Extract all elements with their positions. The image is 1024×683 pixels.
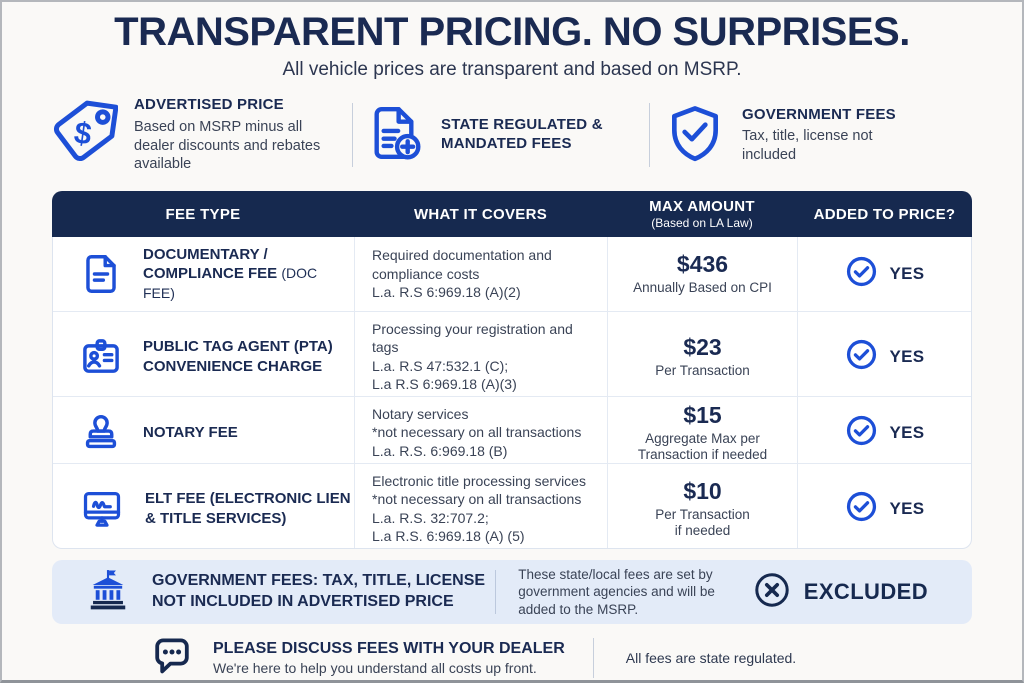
vertical-divider bbox=[495, 570, 497, 614]
vertical-divider bbox=[649, 103, 650, 167]
excluded-status: EXCLUDED bbox=[753, 571, 928, 614]
footer-row: PLEASE DISCUSS FEES WITH YOUR DEALER We'… bbox=[2, 632, 1022, 681]
max-amount-detail: Per Transaction bbox=[655, 363, 750, 379]
government-building-icon bbox=[84, 567, 132, 618]
table-row-doc-fee: DOCUMENTARY / COMPLIANCE FEE (DOC FEE) R… bbox=[53, 237, 971, 311]
chat-bubble-icon bbox=[148, 632, 196, 681]
covers-text: Notary services *not necessary on all tr… bbox=[372, 406, 582, 459]
highlight-title: GOVERNMENT FEES bbox=[742, 105, 896, 123]
stamp-icon bbox=[78, 410, 124, 456]
fee-type-label: ELT FEE (ELECTRONIC LIEN & TITLE SERVICE… bbox=[145, 490, 351, 527]
fee-type-label: DOCUMENTARY / COMPLIANCE FEE (DOC FEE) bbox=[143, 245, 318, 301]
column-header-added-to-price: ADDED TO PRICE? bbox=[813, 205, 956, 223]
added-to-price-value: YES bbox=[889, 422, 925, 442]
page-subtitle: All vehicle prices are transparent and b… bbox=[282, 59, 742, 80]
shield-check-icon bbox=[664, 100, 726, 171]
id-badge-icon bbox=[78, 334, 124, 380]
added-to-price-value: YES bbox=[889, 264, 925, 283]
fee-type-label: NOTARY FEE bbox=[143, 423, 238, 441]
highlight-state-fees: STATE REGULATED & MANDATED FEES bbox=[353, 100, 649, 171]
added-to-price-value: YES bbox=[889, 346, 925, 366]
monitor-signature-icon bbox=[78, 486, 126, 532]
covers-text: Processing your registration and tags L.… bbox=[372, 321, 573, 393]
highlight-description: Based on MSRP minus all dealer discounts… bbox=[134, 119, 321, 173]
column-header-what-it-covers: WHAT IT COVERS bbox=[413, 205, 548, 223]
footer-title: PLEASE DISCUSS FEES WITH YOUR DEALER bbox=[213, 640, 565, 657]
highlight-advertised-price: $ ADVERTISED PRICE Based on MSRP minus a… bbox=[48, 96, 352, 173]
vertical-divider bbox=[352, 103, 353, 167]
max-amount-value: $15 bbox=[683, 401, 722, 428]
column-header-fee-type: FEE TYPE bbox=[165, 205, 241, 223]
fee-type-note: (DOC FEE) bbox=[143, 265, 318, 301]
government-fees-banner: GOVERNMENT FEES: TAX, TITLE, LICENSE NOT… bbox=[52, 560, 972, 624]
highlights-row: $ ADVERTISED PRICE Based on MSRP minus a… bbox=[2, 91, 1022, 179]
table-row-notary-fee: NOTARY FEE Notary services *not necessar… bbox=[53, 396, 971, 469]
highlight-title: STATE REGULATED & MANDATED FEES bbox=[441, 116, 603, 152]
price-tag-dollar-icon: $ bbox=[48, 96, 119, 173]
check-circle-icon bbox=[845, 255, 878, 293]
covers-text: Required documentation and compliance co… bbox=[372, 247, 552, 301]
table-row-pta-charge: PUBLIC TAG AGENT (PTA) CONVENIENCE CHARG… bbox=[53, 311, 971, 402]
footer-note: All fees are state regulated. bbox=[625, 650, 797, 666]
check-circle-icon bbox=[845, 338, 878, 376]
x-circle-icon bbox=[753, 571, 791, 614]
status-badge: EXCLUDED bbox=[803, 579, 928, 604]
fee-table: FEE TYPE WHAT IT COVERS MAX AMOUNT (Base… bbox=[52, 191, 972, 549]
max-amount-value: $23 bbox=[683, 334, 722, 361]
column-header-max-amount: MAX AMOUNT (Based on LA Law) bbox=[607, 198, 797, 230]
check-circle-icon bbox=[845, 414, 878, 452]
vertical-divider bbox=[592, 638, 594, 678]
check-circle-icon bbox=[845, 490, 878, 528]
document-lines-icon bbox=[78, 250, 124, 298]
max-amount-detail: Annually Based on CPI bbox=[633, 280, 772, 296]
fee-type-label: PUBLIC TAG AGENT (PTA) CONVENIENCE CHARG… bbox=[143, 338, 333, 375]
max-amount-note: (Based on LA Law) bbox=[651, 216, 753, 230]
table-row-elt-fee: ELT FEE (ELECTRONIC LIEN & TITLE SERVICE… bbox=[53, 463, 971, 548]
document-plus-icon bbox=[363, 100, 425, 171]
page-title: TRANSPARENT PRICING. NO SURPRISES. bbox=[114, 10, 910, 54]
max-amount-value: $436 bbox=[676, 251, 729, 278]
max-amount-value: $10 bbox=[683, 477, 722, 504]
max-amount-detail: Aggregate Max per Transaction if needed bbox=[637, 430, 768, 463]
banner-note: These state/local fees are set by govern… bbox=[518, 566, 715, 617]
table-body: DOCUMENTARY / COMPLIANCE FEE (DOC FEE) R… bbox=[52, 237, 972, 549]
svg-text:$: $ bbox=[72, 116, 94, 152]
table-header: FEE TYPE WHAT IT COVERS MAX AMOUNT (Base… bbox=[52, 191, 972, 237]
highlight-government-fees: GOVERNMENT FEES Tax, title, license not … bbox=[650, 100, 976, 171]
max-amount-detail: Per Transaction if needed bbox=[655, 506, 750, 539]
highlight-title: ADVERTISED PRICE bbox=[134, 96, 284, 114]
covers-text: Electronic title processing services *no… bbox=[372, 473, 586, 545]
added-to-price-value: YES bbox=[889, 498, 925, 518]
footer-subtitle: We're here to help you understand all co… bbox=[213, 660, 537, 676]
highlight-description: Tax, title, license not included bbox=[742, 128, 873, 163]
banner-title: GOVERNMENT FEES: TAX, TITLE, LICENSE NOT… bbox=[152, 572, 486, 610]
